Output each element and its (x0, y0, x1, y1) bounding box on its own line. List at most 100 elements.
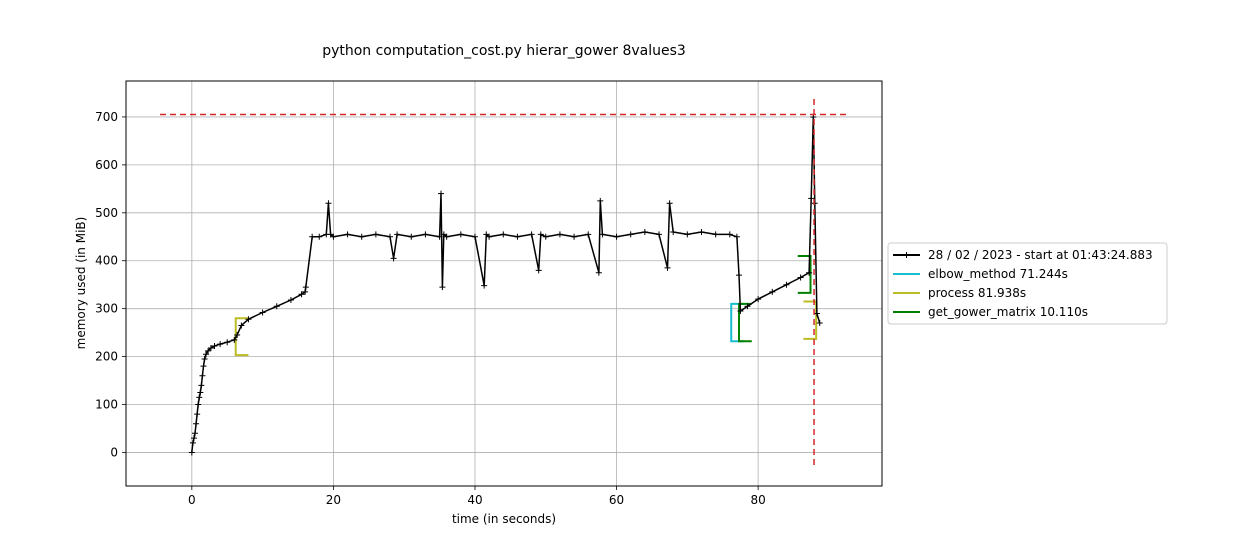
memory-point (344, 231, 351, 238)
memory-series (188, 113, 823, 456)
memory-point (408, 233, 415, 240)
memory-point (207, 344, 214, 351)
memory-point (571, 233, 578, 240)
legend-label: process 81.938s (928, 286, 1026, 300)
memory-point (192, 430, 199, 437)
memory-line (191, 116, 821, 453)
memory-point (201, 355, 208, 362)
memory-point (537, 231, 544, 238)
memory-point (500, 231, 507, 238)
memory-point (302, 284, 309, 291)
memory-point (733, 233, 740, 240)
memory-point (189, 439, 196, 446)
memory-point (457, 231, 464, 238)
memory-point (806, 269, 813, 276)
y-tick-label: 600 (95, 158, 118, 172)
memory-point (231, 336, 238, 343)
y-axis-label: memory used (in MiB) (74, 217, 88, 350)
memory-point (330, 233, 337, 240)
process-end-bracket (803, 300, 818, 340)
y-tick-label: 700 (95, 110, 118, 124)
y-tick-label: 200 (95, 350, 118, 364)
memory-point (394, 231, 401, 238)
y-tick-label: 300 (95, 302, 118, 316)
memory-point (188, 449, 195, 456)
memory-point (273, 303, 280, 310)
memory-point (816, 320, 823, 327)
memory-point (196, 394, 203, 401)
memory-point (670, 228, 677, 235)
y-tick-label: 500 (95, 206, 118, 220)
memory-point (769, 288, 776, 295)
memory-point (664, 264, 671, 271)
memory-point (309, 233, 316, 240)
legend-marker (903, 252, 910, 258)
peak-marker-lines (160, 99, 848, 468)
legend-label: get_gower_matrix 10.110s (928, 305, 1088, 319)
memory-point (422, 231, 429, 238)
legend-label: elbow_method 71.244s (928, 267, 1068, 281)
memory-point (190, 435, 197, 442)
memory-point (205, 347, 212, 354)
memory-point (613, 233, 620, 240)
memory-point (195, 401, 202, 408)
memory-point (599, 231, 606, 238)
axis-ticks: 0 20 40 60 80 0 100 200 300 400 500 600 700 (95, 110, 766, 507)
memory-point (245, 316, 252, 323)
memory-point (316, 233, 323, 240)
memory-point (595, 269, 602, 276)
memory-point (471, 233, 478, 240)
memory-point (755, 296, 762, 303)
memory-point (358, 233, 365, 240)
memory-point (542, 233, 549, 240)
memory-point (528, 231, 535, 238)
memory-point (656, 231, 663, 238)
memory-point (199, 372, 206, 379)
memory-point (797, 274, 804, 281)
memory-point (325, 200, 332, 207)
gower-matrix-end-bracket (797, 254, 812, 294)
memory-point (234, 332, 241, 339)
memory-point (197, 389, 204, 396)
memory-point (627, 231, 634, 238)
x-tick-label: 80 (750, 493, 765, 507)
memory-point (298, 291, 305, 298)
memory-point (698, 228, 705, 235)
y-tick-label: 400 (95, 254, 118, 268)
memory-point (224, 339, 231, 346)
x-tick-label: 20 (326, 493, 341, 507)
memory-point (712, 231, 719, 238)
memory-point (597, 197, 604, 204)
memory-point (193, 420, 200, 427)
memory-point (443, 233, 450, 240)
memory-point (438, 190, 444, 197)
memory-point (666, 200, 673, 207)
memory-point (535, 267, 542, 274)
memory-point (684, 231, 691, 238)
x-axis-label: time (in seconds) (452, 512, 556, 526)
plot-frame (125, 80, 883, 487)
memory-point (744, 303, 751, 310)
memory-point (390, 255, 397, 262)
memory-point (200, 363, 207, 370)
memory-point (726, 231, 733, 238)
y-tick-label: 0 (110, 445, 118, 459)
memory-point (556, 231, 563, 238)
memory-point (813, 310, 820, 317)
x-tick-label: 60 (609, 493, 624, 507)
grid-lines (126, 81, 882, 486)
elbow-method-start-bracket (730, 302, 744, 343)
memory-point (198, 382, 205, 389)
memory-point (211, 343, 218, 350)
memory-point (585, 231, 592, 238)
memory-point (808, 195, 815, 202)
legend: 28 / 02 / 2023 - start at 01:43:24.883 el… (887, 242, 1168, 325)
memory-point (783, 281, 790, 288)
memory-point (387, 233, 394, 240)
memory-point (737, 308, 744, 315)
memory-point (287, 297, 294, 304)
memory-point (514, 233, 521, 240)
memory-point (217, 341, 224, 348)
memory-point (238, 322, 245, 329)
y-tick-label: 100 (95, 398, 118, 412)
